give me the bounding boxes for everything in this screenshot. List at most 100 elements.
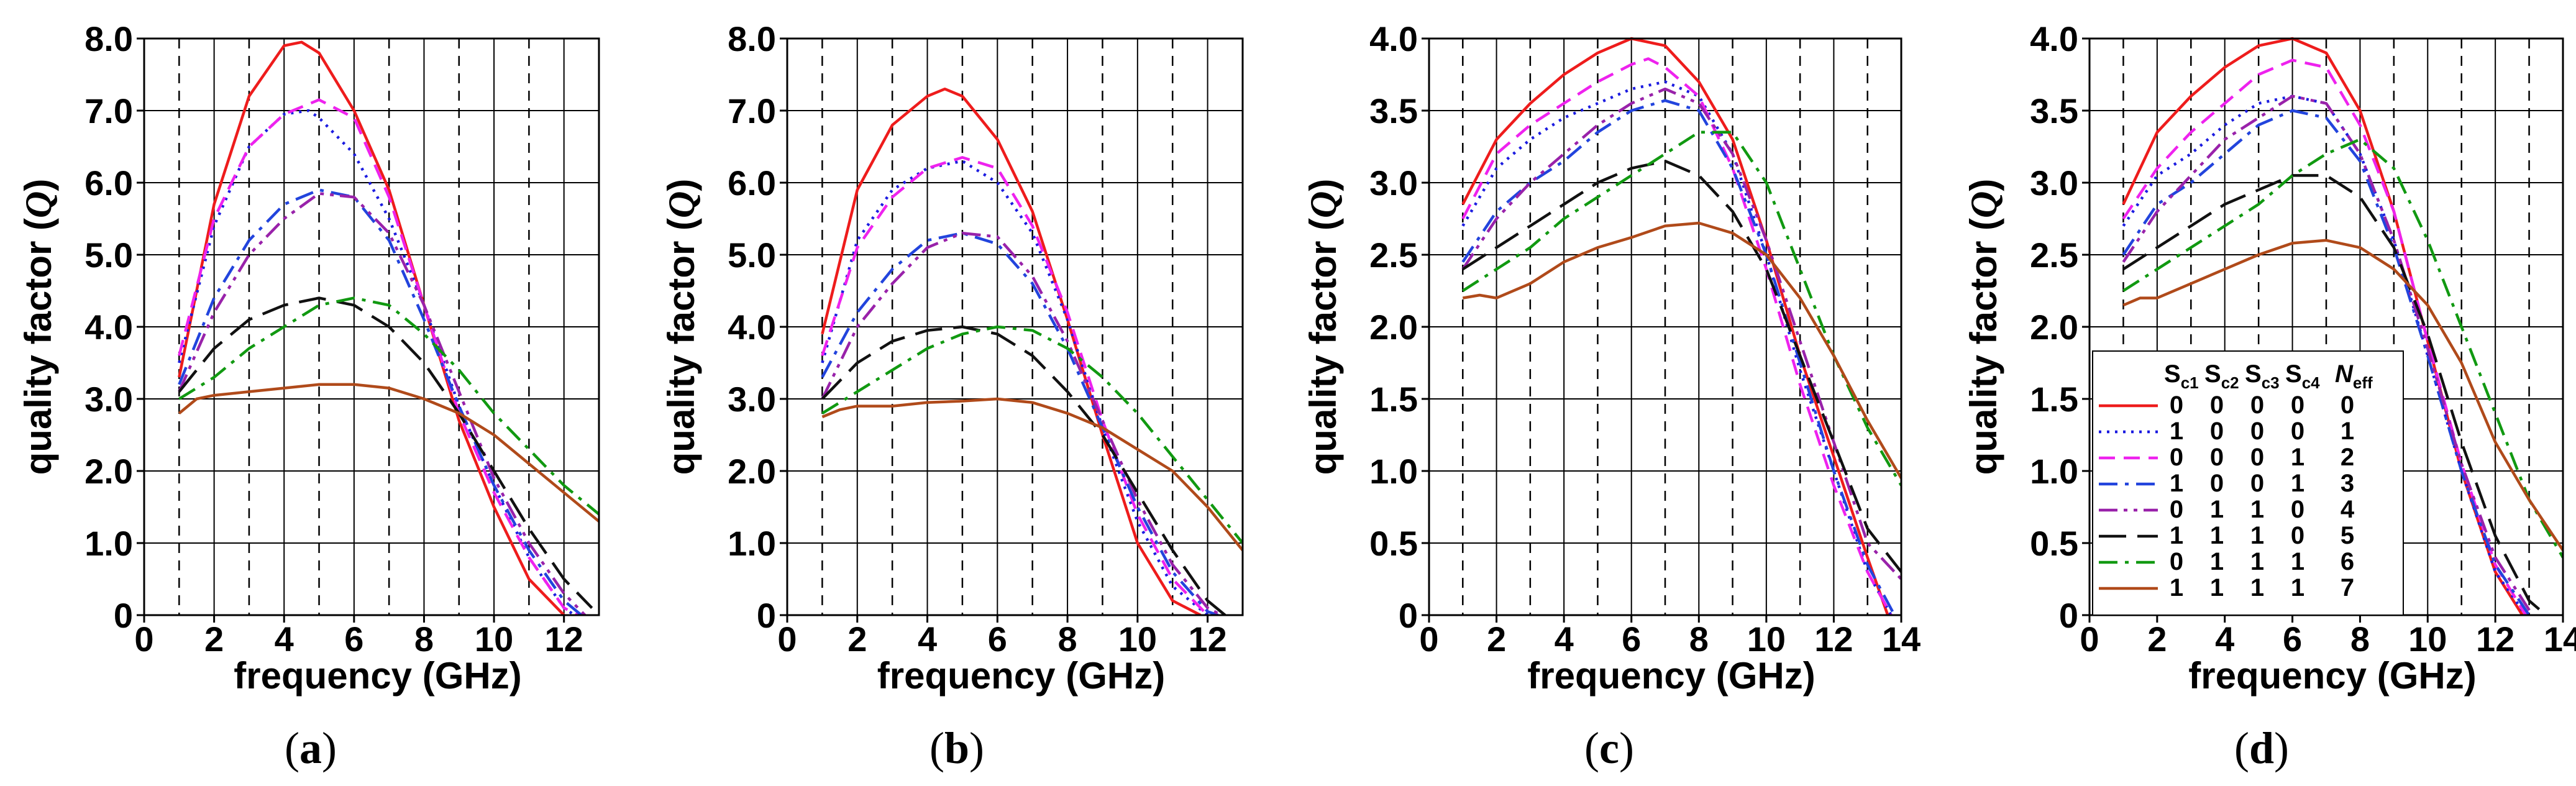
series-line-5	[178, 296, 593, 609]
y-axis-label-close: )	[1302, 179, 1344, 191]
y-tick-label: 4.0	[2030, 19, 2078, 58]
legend-bit: 1	[2291, 470, 2304, 497]
legend-header: Neff	[2335, 360, 2373, 392]
series-line-6	[178, 296, 599, 516]
y-tick-label: 1.5	[1369, 380, 1418, 419]
legend-neff: 4	[2341, 496, 2355, 523]
series-line-2	[821, 156, 1209, 615]
y-tick-label: 3.0	[2030, 163, 2078, 203]
legend-header: Sc1	[2164, 360, 2199, 392]
series-line-2	[1461, 57, 1893, 615]
x-axis-label: frequency (GHz)	[234, 655, 521, 697]
y-tick-label: 8.0	[728, 19, 776, 58]
series-line-0	[178, 40, 565, 615]
y-tick-label: 3.0	[1369, 163, 1418, 203]
x-axis-label: frequency (GHz)	[877, 655, 1165, 697]
legend-header-sub: c4	[2302, 373, 2320, 392]
series-line-5	[821, 325, 1226, 615]
panel-tag-close: )	[2274, 723, 2289, 773]
series-line-0	[1461, 37, 1889, 615]
series-line-7	[821, 397, 1243, 552]
y-tick-label: 3.0	[728, 380, 776, 419]
x-tick-label: 6	[344, 619, 363, 659]
legend-neff: 6	[2341, 548, 2354, 575]
x-tick-label: 2	[1487, 619, 1506, 659]
y-axis-label-text: quality factor (	[17, 218, 59, 475]
y-tick-label: 0.5	[2030, 524, 2078, 563]
series-line-6	[1462, 130, 1901, 487]
legend-bit: 1	[2250, 548, 2264, 575]
y-tick-label: 4.0	[84, 308, 133, 347]
x-tick-label: 8	[1689, 619, 1709, 659]
legend-neff: 1	[2341, 418, 2354, 445]
y-tick-label: 1.5	[2030, 380, 2078, 419]
legend-bit: 0	[2291, 496, 2304, 523]
series-line-3	[2122, 109, 2531, 615]
legend-bit: 0	[2250, 391, 2264, 419]
y-tick-label: 0.5	[1369, 524, 1418, 563]
series-line-5	[2122, 174, 2547, 615]
panel-c: 0 2 4 6 8 10 12 14 0 0.5 1.0 1.5 2.0 2.5 3.0 3.5 4.0 freq…	[1302, 19, 1921, 773]
series-line-5	[1462, 159, 1901, 573]
y-axis-label: quality factor (Q)	[1963, 179, 2004, 475]
x-tick-label: 14	[2544, 619, 2576, 659]
panel-tag: (a)	[285, 723, 337, 773]
panel-tag: (c)	[1584, 723, 1634, 773]
legend-bit: 1	[2170, 522, 2183, 549]
series-line-3	[178, 188, 583, 615]
y-tick-label: 6.0	[728, 163, 776, 203]
x-tick-label: 2	[2147, 619, 2167, 659]
x-tick-label: 10	[1118, 619, 1157, 659]
y-axis-label: quality factor (Q)	[1302, 179, 1344, 475]
legend-neff: 7	[2341, 574, 2354, 601]
legend-bit: 0	[2170, 496, 2183, 523]
series-line-4	[2122, 94, 2534, 615]
y-tick-label: 2.5	[1369, 235, 1418, 275]
series-line-7	[178, 383, 599, 523]
y-axis-label-close: )	[1963, 179, 2004, 191]
y-axis-label-symbol: Q	[661, 191, 702, 218]
y-tick-label: 0	[757, 596, 776, 635]
legend-header-main: S	[2285, 360, 2302, 388]
x-tick-label: 4	[1555, 619, 1574, 659]
legend-header-main: S	[2245, 360, 2262, 388]
y-axis-label-symbol: Q	[1303, 191, 1344, 218]
legend-bit: 1	[2210, 548, 2224, 575]
series-line-3	[1461, 99, 1896, 615]
x-axis-label: frequency (GHz)	[1527, 655, 1815, 697]
y-tick-label: 2.0	[2030, 308, 2078, 347]
legend-bit: 0	[2210, 444, 2224, 471]
y-tick-label: 5.0	[728, 235, 776, 275]
legend-bit: 1	[2291, 548, 2304, 575]
y-tick-label: 0	[1399, 596, 1418, 635]
y-tick-label: 3.0	[84, 380, 133, 419]
series-line-2	[178, 98, 579, 615]
x-tick-label: 4	[918, 619, 937, 659]
x-tick-label: 4	[275, 619, 294, 659]
series-line-7	[1462, 221, 1901, 479]
y-tick-label: 1.0	[1369, 452, 1418, 491]
panel-tag-letter: d	[2249, 723, 2274, 773]
series-line-0	[821, 87, 1202, 615]
y-axis-label-symbol: Q	[18, 191, 59, 218]
x-tick-label: 0	[1419, 619, 1438, 659]
legend-bit: 0	[2250, 470, 2264, 497]
x-tick-label: 2	[847, 619, 867, 659]
legend-neff: 0	[2341, 391, 2354, 419]
y-tick-label: 8.0	[84, 19, 133, 58]
panel-tag-open: (	[1584, 723, 1599, 773]
y-axis-label-text: quality factor (	[660, 218, 702, 475]
y-tick-label: 2.5	[2030, 235, 2078, 275]
y-tick-label: 1.0	[728, 524, 776, 563]
panel-tag-letter: c	[1599, 723, 1619, 773]
x-axis-label: frequency (GHz)	[2188, 655, 2476, 697]
x-tick-label: 10	[475, 619, 513, 659]
y-tick-label: 2.0	[728, 452, 776, 491]
series-line-4	[178, 192, 587, 615]
panel-tag-close: )	[1619, 723, 1634, 773]
panel-tag-close: )	[322, 723, 337, 773]
legend-bit: 1	[2210, 522, 2224, 549]
x-tick-label: 12	[545, 619, 583, 659]
